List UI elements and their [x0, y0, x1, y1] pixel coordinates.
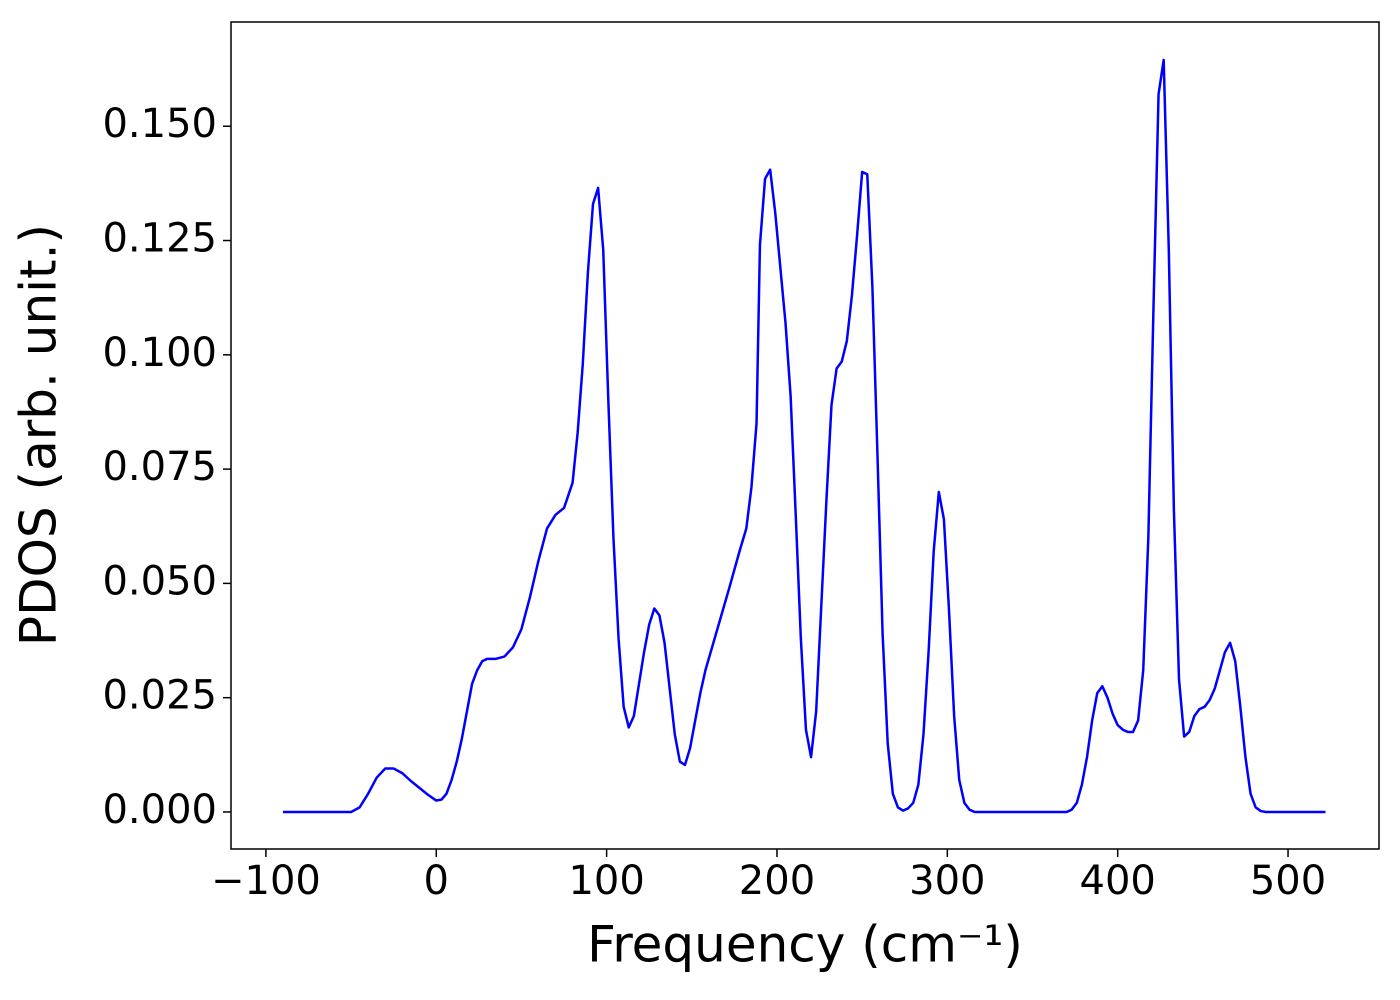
y-tick-label: 0.075	[102, 444, 217, 490]
y-axis-label: PDOS (arb. unit.)	[10, 224, 68, 646]
y-tick-label: 0.125	[102, 216, 217, 262]
x-axis-label: Frequency (cm⁻¹)	[587, 916, 1023, 974]
x-tick-label: 500	[1250, 858, 1326, 904]
plot-frame	[230, 21, 1380, 850]
y-tick-label: 0.050	[102, 558, 217, 604]
x-tick-label: 200	[739, 858, 815, 904]
x-tick-label: 300	[909, 858, 985, 904]
y-tick-label: 0.150	[102, 101, 217, 147]
y-tick-label: 0.025	[102, 673, 217, 719]
y-tick-label: 0.100	[102, 330, 217, 376]
x-tick-label: 100	[568, 858, 644, 904]
x-tick-label: 400	[1080, 858, 1156, 904]
x-tick-label: 0	[424, 858, 449, 904]
x-tick-label: −100	[211, 858, 321, 904]
y-tick-label: 0.000	[102, 787, 217, 833]
pdos-line	[282, 58, 1326, 814]
